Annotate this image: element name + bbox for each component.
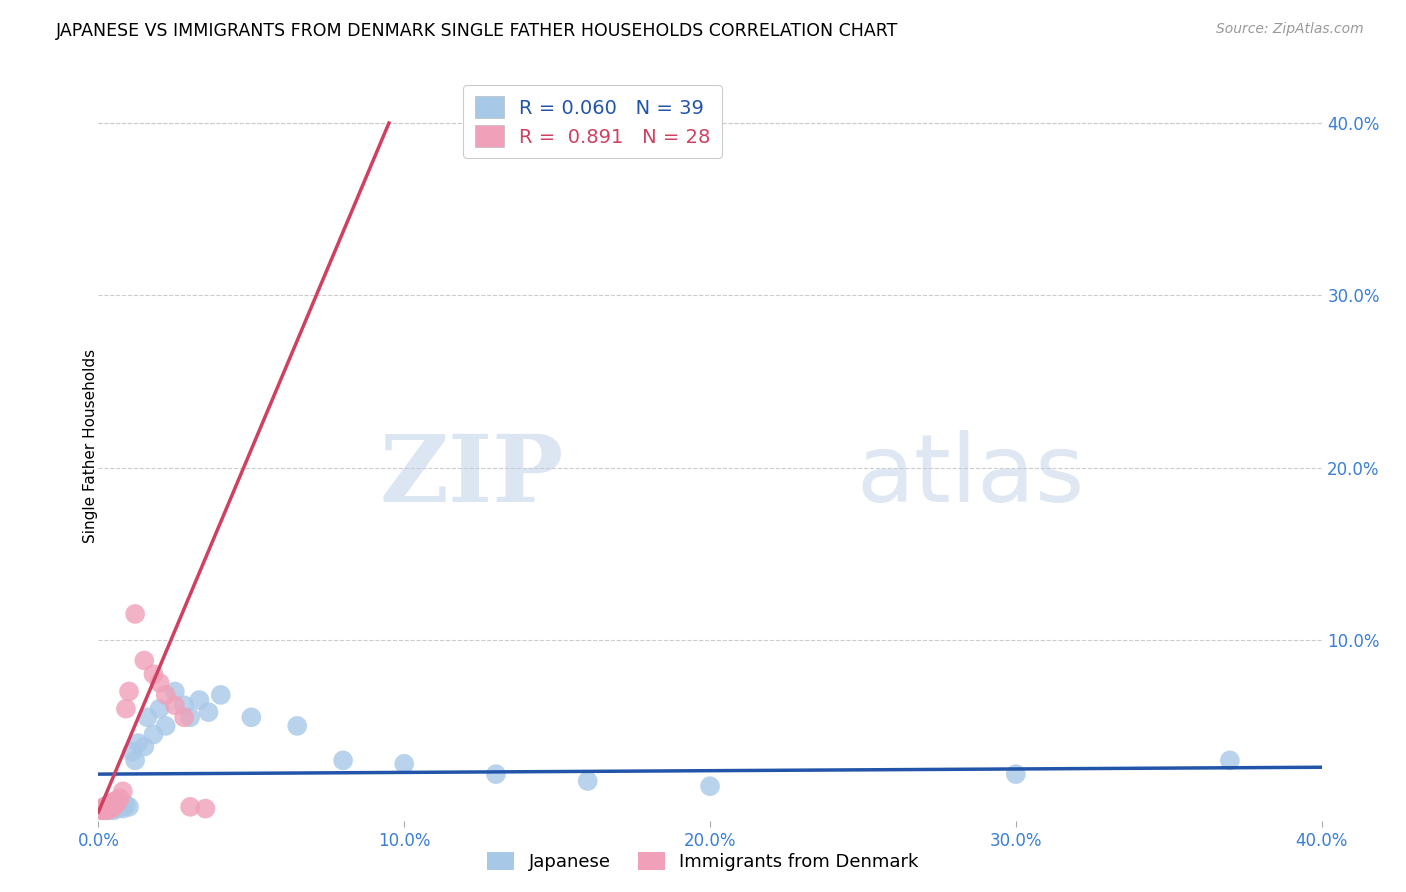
Legend: Japanese, Immigrants from Denmark: Japanese, Immigrants from Denmark xyxy=(479,845,927,879)
Point xyxy=(111,784,134,798)
Point xyxy=(100,798,122,813)
Point xyxy=(1004,767,1026,781)
Point xyxy=(163,698,186,713)
Point xyxy=(105,797,128,811)
Point xyxy=(108,795,131,809)
Point xyxy=(103,800,125,814)
Legend: R = 0.060   N = 39, R =  0.891   N = 28: R = 0.060 N = 39, R = 0.891 N = 28 xyxy=(463,85,723,158)
Point xyxy=(179,710,201,724)
Point xyxy=(97,803,120,817)
Text: atlas: atlas xyxy=(856,430,1085,522)
Point xyxy=(392,756,416,771)
Point xyxy=(127,736,149,750)
Point xyxy=(163,684,186,698)
Point xyxy=(134,739,156,754)
Point xyxy=(97,798,120,813)
Point xyxy=(332,753,354,767)
Point xyxy=(103,803,125,817)
Point xyxy=(124,607,146,621)
Point xyxy=(179,800,201,814)
Point xyxy=(97,800,120,814)
Point xyxy=(93,803,115,817)
Point xyxy=(124,753,146,767)
Point xyxy=(93,801,115,815)
Point xyxy=(209,688,232,702)
Point xyxy=(155,719,177,733)
Point xyxy=(100,801,122,815)
Point xyxy=(142,727,165,741)
Point xyxy=(100,797,122,811)
Point xyxy=(173,710,195,724)
Point xyxy=(108,800,131,814)
Point xyxy=(149,676,172,690)
Text: JAPANESE VS IMMIGRANTS FROM DENMARK SINGLE FATHER HOUSEHOLDS CORRELATION CHART: JAPANESE VS IMMIGRANTS FROM DENMARK SING… xyxy=(56,22,898,40)
Point xyxy=(142,667,165,681)
Point xyxy=(93,800,115,814)
Text: Source: ZipAtlas.com: Source: ZipAtlas.com xyxy=(1216,22,1364,37)
Point xyxy=(100,801,122,815)
Point xyxy=(100,800,122,814)
Point xyxy=(103,797,125,811)
Point xyxy=(173,698,195,713)
Point xyxy=(111,801,134,815)
Point xyxy=(197,705,219,719)
Point xyxy=(699,779,721,793)
Point xyxy=(103,795,125,809)
Point xyxy=(118,800,141,814)
Point xyxy=(1219,753,1241,767)
Point xyxy=(149,701,172,715)
Text: ZIP: ZIP xyxy=(380,431,564,521)
Point xyxy=(155,688,177,702)
Point xyxy=(134,653,156,667)
Point xyxy=(118,684,141,698)
Point xyxy=(115,701,138,715)
Point xyxy=(194,801,217,815)
Point xyxy=(105,798,128,813)
Point xyxy=(97,803,120,817)
Point xyxy=(105,793,128,807)
Point xyxy=(93,801,115,815)
Point xyxy=(105,801,128,815)
Point xyxy=(188,693,211,707)
Point xyxy=(90,803,112,817)
Point xyxy=(93,800,115,814)
Point xyxy=(90,803,112,817)
Point xyxy=(115,798,138,813)
Y-axis label: Single Father Households: Single Father Households xyxy=(83,349,97,543)
Point xyxy=(108,791,131,805)
Point xyxy=(121,745,143,759)
Point xyxy=(90,801,112,815)
Point xyxy=(485,767,508,781)
Point xyxy=(240,710,263,724)
Point xyxy=(576,774,599,789)
Point xyxy=(136,710,159,724)
Point xyxy=(97,798,120,813)
Point xyxy=(285,719,308,733)
